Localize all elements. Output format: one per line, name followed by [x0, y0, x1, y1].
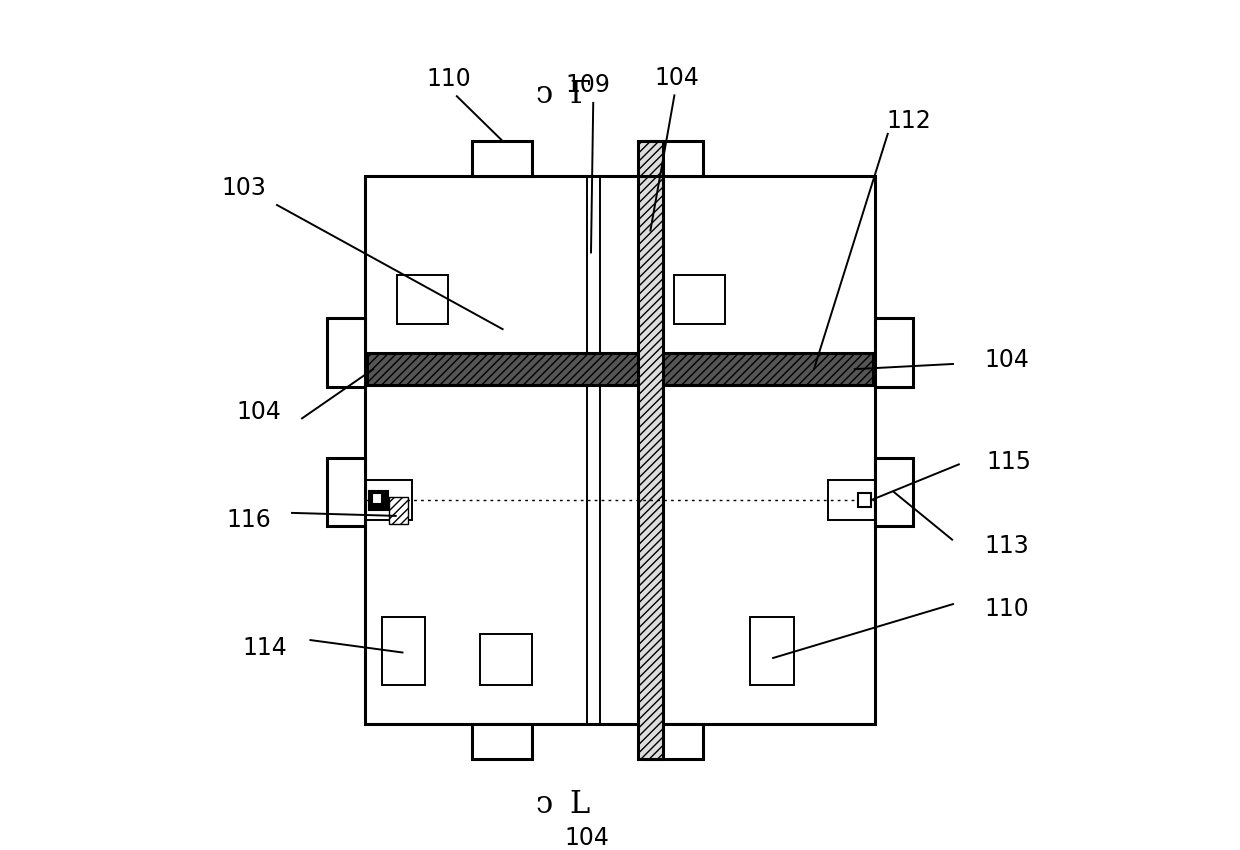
Text: L: L — [569, 790, 590, 820]
Text: 104: 104 — [564, 826, 609, 850]
Text: 112: 112 — [887, 110, 931, 133]
Bar — [472, 140, 532, 176]
Text: 104: 104 — [236, 400, 281, 423]
Bar — [365, 480, 412, 520]
Text: 115: 115 — [987, 450, 1032, 473]
Bar — [637, 176, 663, 759]
Text: 110: 110 — [427, 67, 471, 92]
Bar — [828, 480, 875, 520]
Bar — [858, 494, 870, 507]
Bar — [367, 354, 873, 385]
Bar — [327, 458, 365, 526]
Text: 109: 109 — [565, 73, 610, 98]
Bar — [644, 140, 703, 176]
Bar — [327, 318, 365, 387]
Text: ↄ: ↄ — [536, 790, 553, 820]
Bar — [480, 633, 532, 685]
Text: 114: 114 — [242, 637, 286, 660]
Text: 104: 104 — [985, 348, 1029, 371]
Bar — [673, 275, 725, 324]
Bar — [372, 494, 381, 503]
Bar — [875, 318, 913, 387]
Bar — [370, 490, 388, 509]
Text: 113: 113 — [985, 534, 1029, 558]
Bar — [644, 723, 703, 759]
Bar — [472, 723, 532, 759]
Text: 103: 103 — [221, 176, 265, 201]
Bar — [365, 176, 875, 723]
Bar — [382, 617, 425, 685]
Text: 110: 110 — [985, 597, 1029, 621]
Bar — [875, 458, 913, 526]
Text: Γ: Γ — [569, 79, 590, 110]
Text: 104: 104 — [655, 65, 699, 90]
Bar — [397, 275, 449, 324]
Text: ↄ: ↄ — [536, 79, 553, 110]
Bar — [389, 497, 408, 524]
Text: 116: 116 — [226, 508, 270, 532]
Bar — [637, 140, 663, 176]
Bar — [750, 617, 794, 685]
